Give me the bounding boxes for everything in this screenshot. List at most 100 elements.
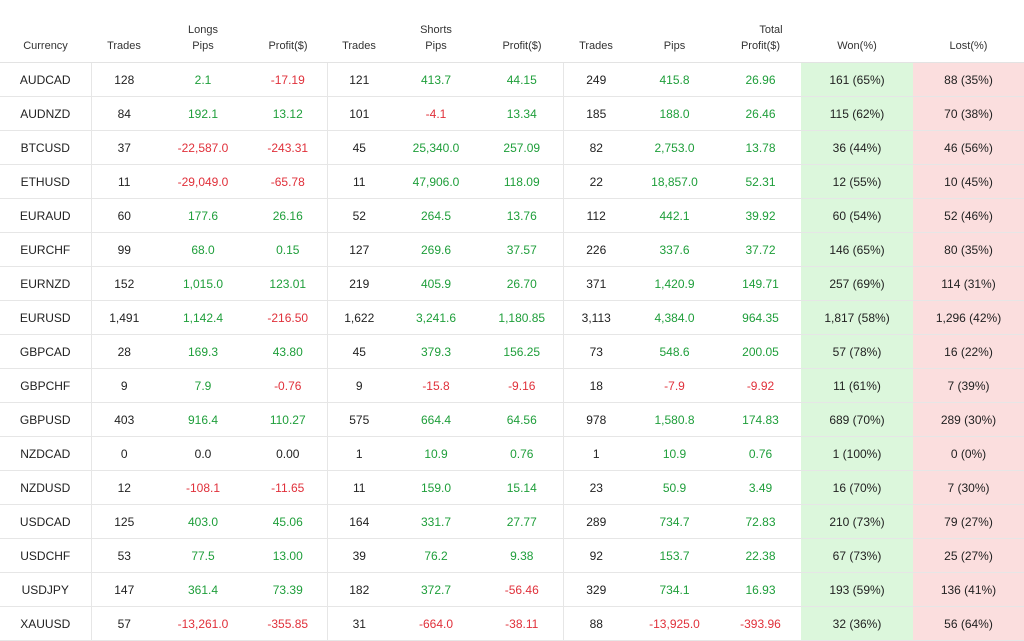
table-row[interactable]: EURAUD 60 177.6 26.16 52 264.5 13.76 112 442.1 39… [0,198,1024,233]
shorts-profit-cell: 27.77 [481,504,563,539]
lost-cell: 114 (31%) [913,266,1024,301]
col-won[interactable]: Won(%) [801,40,913,63]
table-row[interactable]: GBPCHF 9 7.9 -0.76 9 -15.8 -9.16 18 -7.9 -9.92 11 … [0,368,1024,403]
longs-trades-cell: 403 [90,402,157,437]
total-trades-cell: 226 [562,232,629,267]
shorts-trades-cell: 39 [326,538,391,573]
longs-profit-cell: 110.27 [249,402,327,437]
table-row[interactable]: GBPUSD 403 916.4 110.27 575 664.4 64.56 978 1,58… [0,402,1024,437]
currency-cell: EURAUD [0,198,91,233]
longs-pips-cell: 177.6 [157,198,249,233]
col-shorts-pips[interactable]: Pips [391,40,481,63]
longs-trades-cell: 57 [90,606,157,641]
group-total: Total [759,24,783,36]
longs-pips-cell: 403.0 [157,504,249,539]
total-trades-cell: 82 [562,130,629,165]
shorts-pips-cell: 372.7 [391,572,481,607]
table-row[interactable]: XAUUSD 57 -13,261.0 -355.85 31 -664.0 -38.11 88… [0,606,1024,641]
total-trades-cell: 978 [562,402,629,437]
shorts-profit-cell: 156.25 [481,334,563,369]
table-row[interactable]: USDCAD 125 403.0 45.06 164 331.7 27.77 289 734.7… [0,504,1024,539]
longs-profit-cell: -17.19 [249,62,327,97]
table-row[interactable]: GBPCAD 28 169.3 43.80 45 379.3 156.25 73 548.6 20… [0,334,1024,369]
shorts-pips-cell: 25,340.0 [391,130,481,165]
shorts-profit-cell: -9.16 [481,368,563,403]
longs-pips-cell: 0.0 [157,436,249,471]
total-pips-cell: 188.0 [629,96,720,131]
table-row[interactable]: NZDUSD 12 -108.1 -11.65 11 159.0 15.14 23 50.9 3.… [0,470,1024,505]
shorts-profit-cell: 1,180.85 [481,300,563,335]
total-pips-cell: 415.8 [629,62,720,97]
longs-trades-cell: 60 [90,198,157,233]
won-cell: 146 (65%) [801,232,913,267]
col-total-trades[interactable]: Trades [563,40,629,63]
table-row[interactable]: ETHUSD 11 -29,049.0 -65.78 11 47,906.0 118.09 2… [0,164,1024,199]
col-longs-profit[interactable]: Profit($) [249,40,327,63]
total-pips-cell: 734.1 [629,572,720,607]
longs-trades-cell: 11 [90,164,157,199]
total-profit-cell: 26.46 [720,96,801,131]
total-pips-cell: -13,925.0 [629,606,720,641]
shorts-pips-cell: 269.6 [391,232,481,267]
currency-cell: XAUUSD [0,606,91,641]
table-row[interactable]: USDJPY 147 361.4 73.39 182 372.7 -56.46 329 734.… [0,572,1024,607]
table-row[interactable]: AUDNZD 84 192.1 13.12 101 -4.1 13.34 185 188.0 26… [0,96,1024,131]
table-row[interactable]: AUDCAD 128 2.1 -17.19 121 413.7 44.15 249 415.8 2… [0,62,1024,97]
longs-trades-cell: 152 [90,266,157,301]
currency-cell: EURNZD [0,266,91,301]
total-profit-cell: 26.96 [720,62,801,97]
table-row[interactable]: EURUSD 1,491 1,142.4 -216.50 1,622 3,241.6 1,1… [0,300,1024,335]
lost-cell: 56 (64%) [913,606,1024,641]
total-trades-cell: 289 [562,504,629,539]
table-row[interactable]: NZDCAD 0 0.0 0.00 1 10.9 0.76 1 10.9 0.76 1 (100%)… [0,436,1024,471]
table-header: Longs Shorts Total Currency Trades Pips … [0,0,1024,63]
total-trades-cell: 3,113 [562,300,629,335]
lost-cell: 1,296 (42%) [913,300,1024,335]
group-spacer [563,0,629,40]
won-cell: 32 (36%) [801,606,913,641]
shorts-trades-cell: 219 [326,266,391,301]
shorts-pips-cell: 331.7 [391,504,481,539]
currency-cell: EURUSD [0,300,91,335]
won-cell: 36 (44%) [801,130,913,165]
won-cell: 11 (61%) [801,368,913,403]
longs-trades-cell: 28 [90,334,157,369]
won-cell: 67 (73%) [801,538,913,573]
lost-cell: 46 (56%) [913,130,1024,165]
col-longs-trades[interactable]: Trades [91,40,157,63]
currency-cell: EURCHF [0,232,91,267]
shorts-trades-cell: 45 [326,334,391,369]
longs-profit-cell: 73.39 [249,572,327,607]
group-spacer [913,0,1024,40]
table-row[interactable]: BTCUSD 37 -22,587.0 -243.31 45 25,340.0 257.09… [0,130,1024,165]
longs-trades-cell: 0 [90,436,157,471]
column-header-row: Currency Trades Pips Profit($) Trades Pi… [0,40,1024,63]
total-pips-cell: 1,420.9 [629,266,720,301]
longs-profit-cell: 0.00 [249,436,327,471]
table-row[interactable]: EURNZD 152 1,015.0 123.01 219 405.9 26.70 371 1,… [0,266,1024,301]
col-shorts-trades[interactable]: Trades [327,40,391,63]
total-trades-cell: 329 [562,572,629,607]
lost-cell: 16 (22%) [913,334,1024,369]
col-currency[interactable]: Currency [0,40,91,63]
col-lost[interactable]: Lost(%) [913,40,1024,63]
shorts-profit-cell: 9.38 [481,538,563,573]
table-row[interactable]: USDCHF 53 77.5 13.00 39 76.2 9.38 92 153.7 22.38 6… [0,538,1024,573]
shorts-trades-cell: 121 [326,62,391,97]
table-row[interactable]: EURCHF 99 68.0 0.15 127 269.6 37.57 226 337.6 37.… [0,232,1024,267]
total-trades-cell: 22 [562,164,629,199]
col-total-pips[interactable]: Pips [629,40,720,63]
col-total-profit[interactable]: Profit($) [720,40,801,63]
total-profit-cell: 964.35 [720,300,801,335]
shorts-trades-cell: 11 [326,470,391,505]
shorts-pips-cell: 413.7 [391,62,481,97]
col-shorts-profit[interactable]: Profit($) [481,40,563,63]
won-cell: 161 (65%) [801,62,913,97]
total-profit-cell: 22.38 [720,538,801,573]
total-trades-cell: 371 [562,266,629,301]
currency-cell: USDCAD [0,504,91,539]
longs-trades-cell: 84 [90,96,157,131]
shorts-pips-cell: 664.4 [391,402,481,437]
col-longs-pips[interactable]: Pips [157,40,249,63]
